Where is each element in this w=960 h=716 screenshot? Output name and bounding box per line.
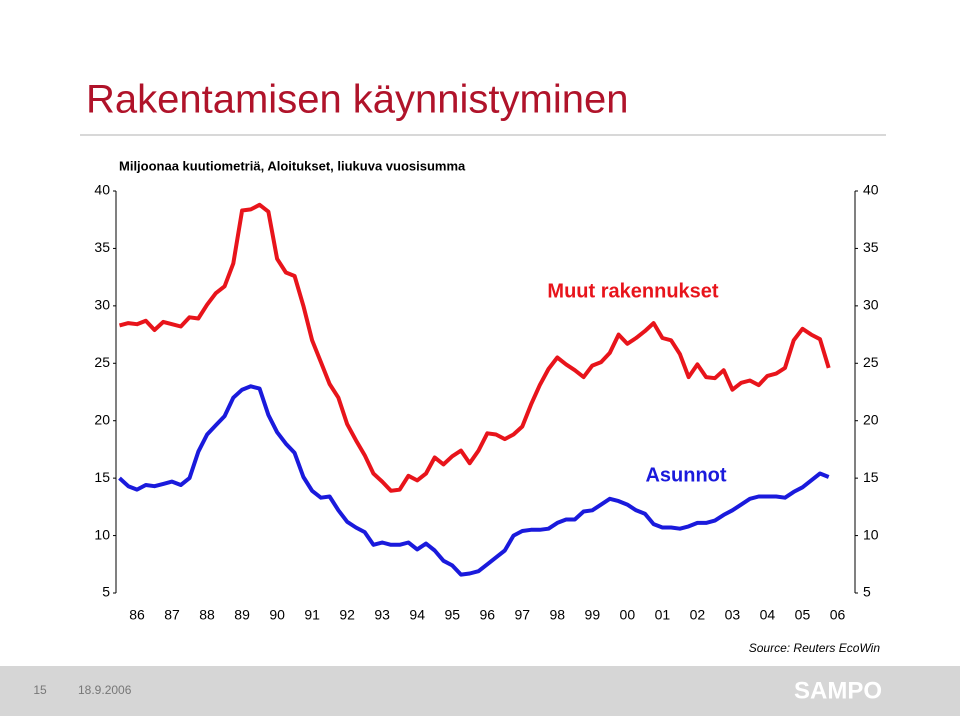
y-tick-label: 35 — [94, 239, 110, 255]
source: Source: Reuters EcoWin — [749, 641, 881, 655]
y-tick-label: 10 — [94, 526, 110, 542]
x-tick-label: 91 — [304, 607, 320, 623]
annotation: Asunnot — [645, 464, 726, 486]
date: 18.9.2006 — [78, 683, 132, 697]
x-tick-label: 06 — [830, 607, 846, 623]
logo: SAMPO — [794, 677, 882, 704]
series-line — [118, 202, 831, 493]
x-tick-label: 98 — [550, 607, 566, 623]
x-tick-label: 90 — [269, 607, 285, 623]
x-tick-label: 95 — [444, 607, 460, 623]
chart-subtitle: Miljoonaa kuutiometriä, Aloitukset, liuk… — [119, 158, 466, 173]
y-tick-label: 5 — [102, 584, 110, 600]
y2-tick-label: 15 — [863, 469, 879, 485]
y2-tick-label: 25 — [863, 354, 879, 370]
footer-bar — [0, 666, 960, 716]
y-tick-label: 25 — [94, 354, 110, 370]
y-tick-label: 15 — [94, 469, 110, 485]
y2-tick-label: 40 — [863, 182, 879, 198]
x-tick-label: 97 — [514, 607, 530, 623]
y2-tick-label: 35 — [863, 239, 879, 255]
x-tick-label: 02 — [690, 607, 706, 623]
x-tick-label: 01 — [655, 607, 671, 623]
x-tick-label: 93 — [374, 607, 390, 623]
y-tick-label: 30 — [94, 297, 110, 313]
y2-tick-label: 30 — [863, 297, 879, 313]
x-tick-label: 96 — [479, 607, 495, 623]
x-tick-label: 89 — [234, 607, 250, 623]
x-tick-label: 99 — [585, 607, 601, 623]
x-tick-label: 87 — [164, 607, 180, 623]
x-tick-label: 04 — [760, 607, 776, 623]
y2-tick-label: 20 — [863, 411, 879, 427]
x-tick-label: 86 — [129, 607, 145, 623]
y-tick-label: 40 — [94, 182, 110, 198]
y2-tick-label: 5 — [863, 584, 871, 600]
annotation: Muut rakennukset — [547, 280, 718, 302]
page-number: 15 — [33, 683, 47, 697]
x-tick-label: 03 — [725, 607, 741, 623]
series-line — [118, 384, 830, 577]
y2-tick-label: 10 — [863, 526, 879, 542]
x-tick-label: 88 — [199, 607, 215, 623]
x-tick-label: 05 — [795, 607, 811, 623]
x-tick-label: 92 — [339, 607, 355, 623]
x-tick-label: 94 — [409, 607, 425, 623]
y-tick-label: 20 — [94, 411, 110, 427]
x-tick-label: 00 — [620, 607, 636, 623]
chart-title: Rakentamisen käynnistyminen — [86, 78, 628, 122]
